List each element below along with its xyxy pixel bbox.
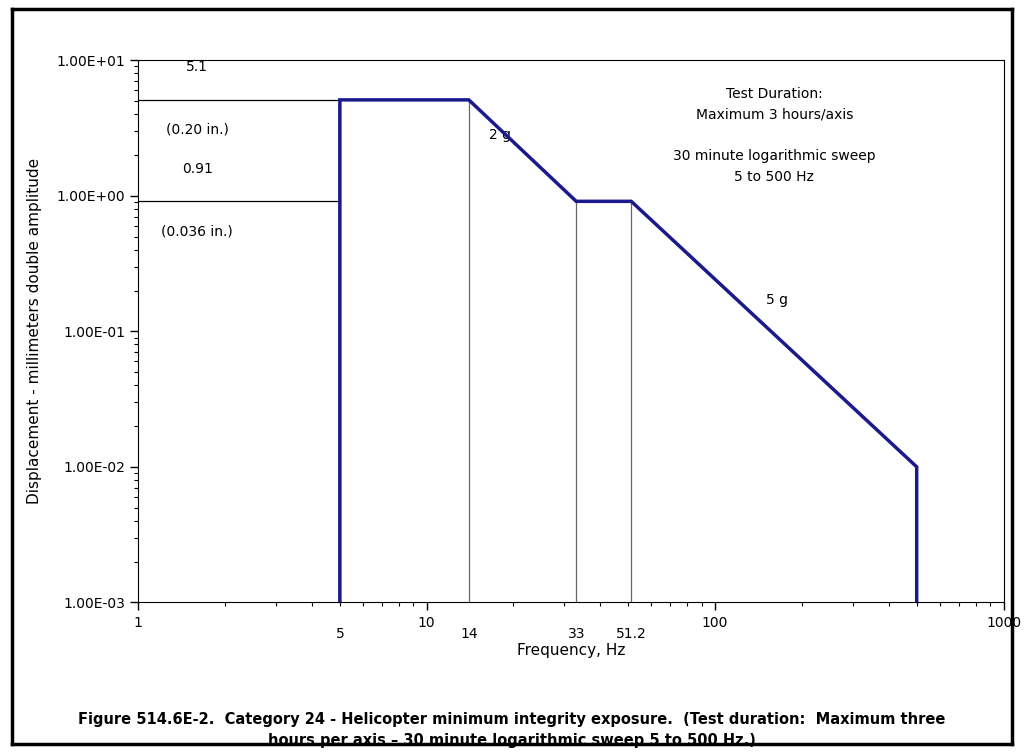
Text: 14: 14 [460,627,477,642]
Text: 2 g: 2 g [489,128,511,142]
Text: Figure 514.6E-2.  Category 24 - Helicopter minimum integrity exposure.  (Test du: Figure 514.6E-2. Category 24 - Helicopte… [78,712,946,748]
Text: (0.036 in.): (0.036 in.) [161,224,233,238]
Text: 0.91: 0.91 [181,162,213,175]
Text: 5: 5 [336,627,344,642]
Text: 33: 33 [567,627,585,642]
X-axis label: Frequency, Hz: Frequency, Hz [517,644,625,658]
Y-axis label: Displacement - millimeters double amplitude: Displacement - millimeters double amplit… [28,158,42,505]
Text: 5 g: 5 g [766,293,787,307]
Text: Test Duration:
Maximum 3 hours/axis

30 minute logarithmic sweep
5 to 500 Hz: Test Duration: Maximum 3 hours/axis 30 m… [673,87,876,184]
Text: (0.20 in.): (0.20 in.) [166,123,228,136]
Text: 51.2: 51.2 [615,627,646,642]
Text: 5.1: 5.1 [186,60,208,74]
